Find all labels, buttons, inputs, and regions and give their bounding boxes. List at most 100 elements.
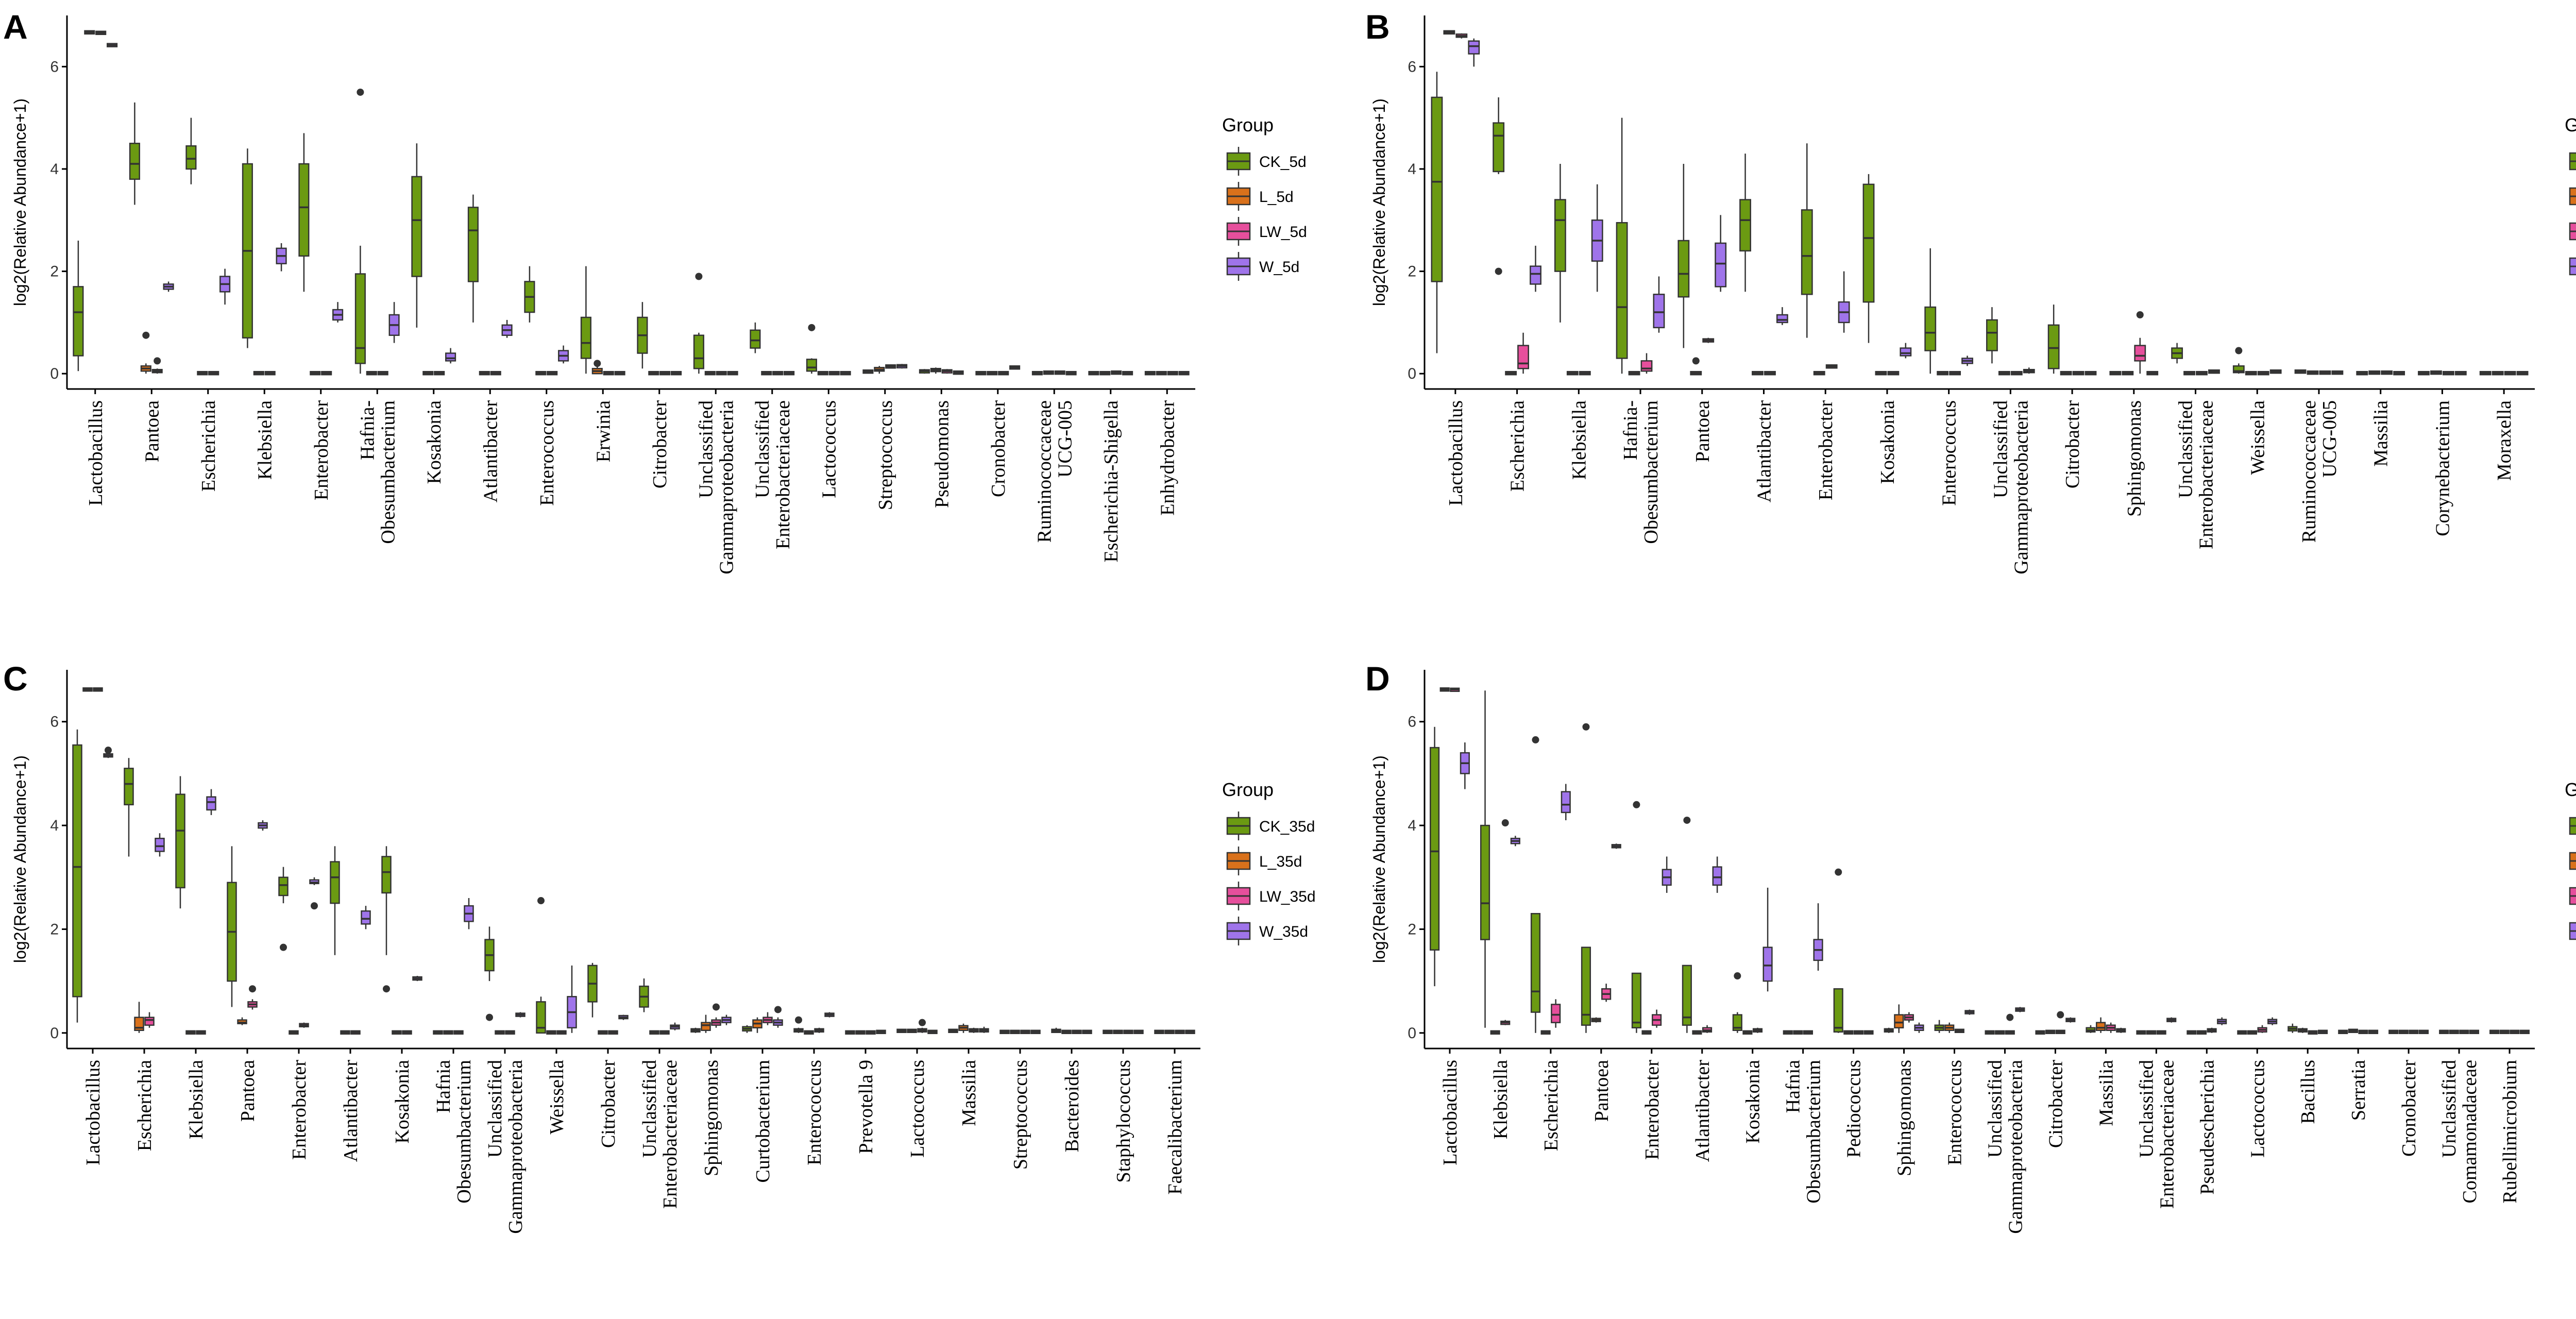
box-body (1551, 1004, 1561, 1023)
box-l (874, 366, 885, 374)
box-w (1468, 38, 1480, 67)
x-tick-label-line: Enterobacteriaceae (2196, 400, 2217, 549)
box-l (1843, 1030, 1854, 1035)
box-l (2045, 1029, 2056, 1035)
box-l (648, 370, 659, 376)
outlier-point (774, 1006, 782, 1013)
box-body (185, 145, 197, 170)
x-tick-label-line: Pantoea (1692, 400, 1714, 462)
box-l (1113, 1029, 1123, 1035)
x-tick-label-line: Weissella (546, 1060, 568, 1135)
box-ck (124, 758, 134, 857)
box-l (479, 370, 490, 376)
box-lw (2072, 370, 2084, 376)
x-tick-label: Streptococcus (1010, 1060, 1031, 1170)
box-w (614, 370, 625, 376)
box-l (1443, 30, 1455, 35)
legend-title: Group (2565, 114, 2576, 136)
x-tick-label: Erwinia (592, 400, 614, 462)
x-tick-label: Citrobacter (2045, 1060, 2066, 1148)
box-lw (402, 1030, 412, 1035)
x-tick-label-line: Enterobacteriaceae (2156, 1060, 2178, 1209)
x-tick-label-line: Bacteroides (1061, 1060, 1083, 1152)
box-w (2393, 370, 2405, 376)
box-w (2331, 370, 2344, 375)
box-w (618, 1014, 629, 1020)
x-tick-label-line: Pantoea (1591, 1060, 1613, 1122)
box-w (1611, 843, 1621, 849)
box-l (2183, 370, 2195, 376)
box-w (1561, 784, 1571, 820)
box-l (2499, 1029, 2510, 1035)
legend: Group CK_15d L_15d LW_15d W_15d (2565, 114, 2576, 276)
x-tick-label: Cronobacter (2398, 1060, 2420, 1157)
outlier-point (795, 1016, 802, 1024)
box-body (1801, 209, 1813, 295)
box-w (727, 370, 738, 376)
box-ck (1783, 1030, 1793, 1035)
x-tick-label-line: Klebsiella (1490, 1060, 1512, 1139)
box-lw (1752, 1027, 1763, 1033)
box-ck (742, 1025, 752, 1033)
x-tick-label-line: Unclassified (2136, 1060, 2157, 1158)
x-tick-label-line: Obesumbacterium (1803, 1060, 1825, 1204)
outlier-point (280, 943, 287, 951)
x-tick-label-line: Streptococcus (875, 400, 896, 510)
x-tick-label-line: Unclassified (484, 1060, 506, 1158)
x-tick-label-line: Hafnia (1783, 1060, 1804, 1113)
y-axis-label: log2(Relative Abundance+1) (11, 755, 29, 963)
x-tick-label: Pediococcus (1843, 1060, 1865, 1158)
box-w (1460, 742, 1470, 789)
box-l (2449, 1029, 2459, 1035)
x-tick-label-line: Moraxella (2494, 400, 2515, 481)
box-l (1505, 370, 1517, 376)
box-lw (547, 370, 558, 376)
box-lw (2409, 1029, 2419, 1035)
box-ck (1884, 1027, 1894, 1033)
box-ck (896, 1028, 907, 1034)
box-lw (144, 1012, 155, 1028)
box-lw (1175, 1029, 1185, 1035)
x-tick-label-line: Lactobacillus (1445, 400, 1467, 506)
x-tick-label: UnclassifiedEnterobacteriaceae (2175, 400, 2217, 549)
outlier-point (537, 897, 545, 905)
box-ck (793, 1016, 804, 1033)
box-ck (1924, 248, 1937, 374)
box-ck (948, 1028, 958, 1034)
box-ck (1833, 868, 1843, 1033)
box-lw (1455, 33, 1468, 39)
x-tick-label-line: Serratia (2348, 1060, 2369, 1121)
box-w (1185, 1029, 1195, 1035)
x-tick-label-line: Kosakonia (1877, 400, 1899, 484)
x-tick-label: Escherichia-Shigella (1100, 400, 1122, 563)
legend-item-lw: LW_60d (2569, 887, 2576, 905)
x-tick-label-line: Corynebacterium (2432, 400, 2453, 536)
legend-item-w: W_5d (1226, 252, 1299, 281)
y-tick-label: 4 (1408, 817, 1416, 834)
box-l (1894, 1004, 1904, 1033)
box-lw (2504, 370, 2516, 376)
box-body (1631, 972, 1641, 1028)
box-lw (969, 1027, 979, 1033)
outlier-point (594, 360, 601, 367)
box-ck (1154, 1029, 1164, 1035)
x-tick-label: Moraxella (2494, 400, 2515, 481)
x-tick-label-line: Unclassified (639, 1060, 660, 1158)
box-body (2047, 324, 2060, 369)
box-lw (2308, 1030, 2318, 1035)
outlier-point (1495, 267, 1502, 275)
x-tick-label: Pantoea (1591, 1060, 1613, 1122)
outlier-point (1692, 357, 1700, 365)
box-w (2208, 369, 2220, 374)
y-tick-label: 2 (50, 921, 59, 938)
box-lw (2510, 1029, 2520, 1035)
outlier-point (142, 331, 150, 339)
box-body (144, 1017, 155, 1026)
box-body (278, 876, 289, 897)
box-l (1752, 370, 1764, 376)
box-ck (975, 370, 987, 376)
x-tick-label-line: Pantoea (237, 1060, 259, 1122)
box-body (445, 352, 456, 362)
box-ck (2479, 370, 2492, 376)
